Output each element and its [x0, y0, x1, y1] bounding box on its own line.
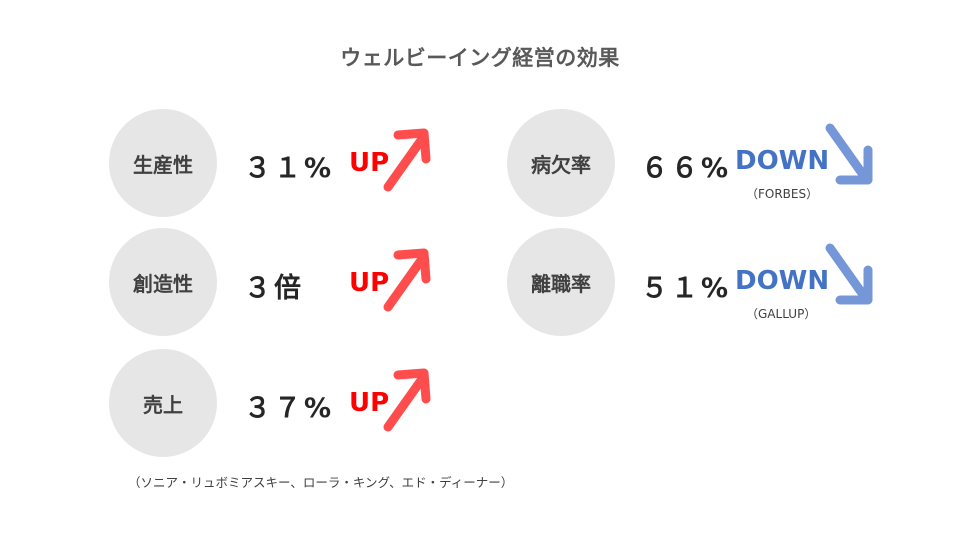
down-label: DOWN — [735, 146, 830, 176]
metric-circle-sick-leave: 病欠率 — [507, 109, 615, 217]
down-label: DOWN — [735, 266, 830, 296]
source-note: （FORBES） — [746, 187, 819, 201]
arrow-up-right-icon — [383, 248, 431, 312]
arrow-down-right-icon — [825, 243, 873, 305]
footnote: （ソニア・リュボミアスキー、ローラ・キング、エド・ディーナー） — [128, 475, 514, 490]
metric-circle-productivity: 生産性 — [109, 109, 217, 217]
metric-label: 病欠率 — [531, 152, 591, 177]
metric-label: 売上 — [143, 392, 183, 417]
metric-circle-sales: 売上 — [109, 349, 217, 457]
metric-value: ６６% — [641, 153, 732, 184]
source-note: （GALLUP） — [746, 307, 817, 321]
up-label: UP — [349, 148, 390, 178]
metric-label: 生産性 — [133, 152, 193, 177]
arrow-up-right-icon — [383, 368, 431, 432]
slide-title: ウェルビーイング経営の効果 — [340, 46, 620, 70]
up-label: UP — [349, 388, 390, 418]
metric-value: ３倍 — [244, 273, 304, 304]
arrow-down-right-icon — [825, 123, 873, 185]
metric-label: 離職率 — [531, 271, 591, 296]
metric-circle-turnover: 離職率 — [507, 228, 615, 336]
up-label: UP — [349, 268, 390, 298]
arrow-up-right-icon — [383, 128, 431, 192]
metric-value: ３１% — [244, 153, 335, 184]
metric-label: 創造性 — [133, 271, 193, 296]
metric-circle-creativity: 創造性 — [109, 228, 217, 336]
metric-value: ５１% — [641, 273, 732, 304]
metric-value: ３７% — [244, 393, 335, 424]
